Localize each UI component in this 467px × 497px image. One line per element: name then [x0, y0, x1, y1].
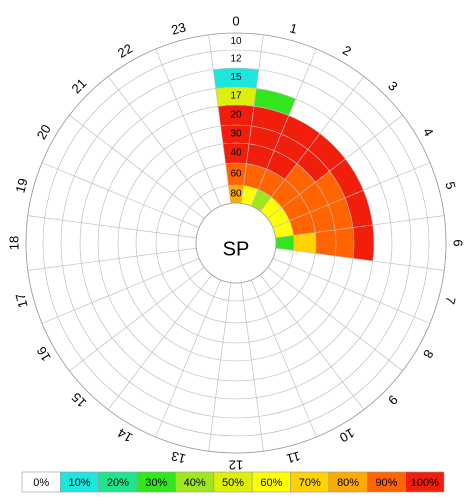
hour-label: 10 [337, 425, 357, 445]
heatmap-cell [334, 227, 355, 259]
ring-label: 15 [230, 72, 242, 83]
ring-label: 17 [230, 91, 242, 102]
heatmap-cells [25, 32, 447, 454]
center-label: SP [223, 238, 250, 260]
heatmap-cell [60, 219, 82, 267]
inner-ring [195, 202, 277, 284]
heatmap-cell [25, 215, 45, 271]
heatmap-cell [293, 232, 317, 254]
ring-label: 80 [230, 189, 242, 200]
hour-label: 13 [170, 448, 188, 466]
hour-label: 5 [442, 180, 458, 191]
heatmap-cell [155, 232, 179, 254]
hour-label: 21 [69, 76, 90, 97]
hour-label: 22 [115, 41, 135, 61]
ring-label: 60 [230, 169, 242, 180]
legend-label: 10% [69, 477, 91, 489]
hour-label: 18 [6, 236, 21, 250]
heatmap-cell [117, 227, 138, 259]
hour-label: 1 [288, 20, 299, 36]
heatmap-cell [390, 219, 412, 267]
grid-lines [25, 32, 447, 454]
hour-label: 0 [232, 13, 239, 28]
hour-label: 16 [34, 344, 54, 364]
heatmap-cell [42, 217, 63, 269]
legend-label: 60% [260, 477, 282, 489]
hour-label: 19 [12, 177, 30, 195]
hour-label: 9 [385, 392, 401, 408]
heatmap-cell [352, 224, 375, 262]
hour-label: 17 [12, 292, 30, 310]
legend-label: 100% [411, 477, 439, 489]
heatmap-cell [220, 341, 252, 362]
hour-label: 6 [451, 239, 466, 246]
hour-label: 8 [420, 347, 437, 361]
legend-swatch [405, 471, 445, 493]
ring-label: 12 [230, 54, 242, 65]
heatmap-cell [409, 217, 430, 269]
hour-label: 2 [340, 42, 354, 59]
heatmap-cell [372, 222, 393, 264]
legend-label: 0% [33, 477, 49, 489]
hour-label: 11 [285, 449, 302, 467]
legend-label: 90% [375, 477, 397, 489]
legend-label: 30% [145, 477, 167, 489]
legend-label: 50% [222, 477, 244, 489]
hour-label: 23 [170, 19, 188, 37]
ring-label: 10 [230, 36, 242, 47]
hour-label: 20 [34, 122, 54, 142]
heatmap-cell [208, 434, 264, 454]
legend-label: 70% [299, 477, 321, 489]
hour-label: 15 [69, 390, 90, 411]
ring-label: 20 [230, 110, 242, 121]
hour-label: 12 [229, 458, 243, 473]
heatmap-cell [217, 359, 255, 382]
hour-label: 14 [115, 425, 135, 445]
ring-labels: 80 60 40 30 20 17 15 12 10 [230, 36, 242, 200]
heatmap-cell [215, 379, 257, 400]
legend: 0% 10% 20% 30% 40% 50% 60% 70% 80% 90% 100% [21, 471, 445, 493]
hour-label: 7 [442, 295, 458, 306]
hour-label: 3 [385, 78, 401, 94]
heatmap-cell [79, 222, 100, 264]
heatmap-cell [212, 397, 260, 419]
legend-label: 20% [107, 477, 129, 489]
outer-ring [25, 32, 447, 454]
heatmap-cell [427, 215, 447, 271]
ring-label: 30 [230, 129, 242, 140]
ring-label: 40 [230, 148, 242, 159]
heatmap-cell [97, 224, 120, 262]
heatmap-cell [314, 229, 337, 257]
hour-label: 4 [420, 125, 437, 139]
heatmap-cell [225, 300, 247, 324]
legend-label: 80% [337, 477, 359, 489]
heatmap-cell [210, 416, 262, 437]
legend-label: 40% [184, 477, 206, 489]
heatmap-cell [135, 229, 158, 257]
heatmap-cell [222, 321, 250, 344]
